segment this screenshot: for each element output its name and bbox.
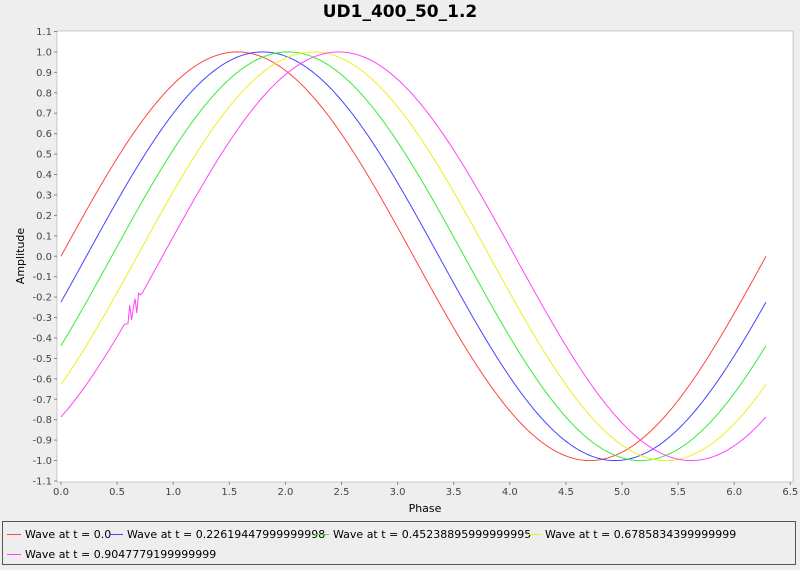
legend-swatch [7, 533, 21, 535]
y-tick-label: -0.6 [32, 374, 52, 385]
legend-label: Wave at t = 0.22619447999999998 [127, 527, 326, 541]
x-tick-label: 4.0 [502, 487, 518, 498]
y-tick-label: -0.1 [32, 272, 52, 283]
y-tick-label: 0.6 [36, 129, 52, 140]
y-tick-label: 0.5 [36, 150, 52, 161]
legend-label: Wave at t = 0.45238895999999995 [333, 527, 532, 541]
legend-label: Wave at t = 0.0 [25, 527, 112, 541]
series-line-2 [60, 51, 767, 462]
legend-label: Wave at t = 0.6785834399999999 [545, 527, 737, 541]
series-line-4 [60, 51, 767, 462]
y-tick-label: 0.4 [36, 170, 52, 181]
x-tick-label: 1.5 [221, 487, 237, 498]
x-tick-label: 5.0 [614, 487, 630, 498]
y-tick-label: -0.2 [32, 293, 52, 304]
legend-item: Wave at t = 0.45238895999999995 [315, 525, 531, 543]
series-line-1 [60, 51, 767, 462]
x-tick-label: 6.5 [782, 487, 798, 498]
y-tick-label: -0.3 [32, 313, 52, 324]
legend-item: Wave at t = 0.22619447999999998 [109, 525, 325, 543]
y-tick-label: 0.0 [36, 252, 52, 263]
y-tick-label: 1.0 [36, 47, 52, 58]
x-tick-label: 3.0 [390, 487, 406, 498]
y-tick-label: 0.2 [36, 211, 52, 222]
y-tick-label: -1.0 [32, 456, 52, 467]
y-tick-label: 0.9 [36, 68, 52, 79]
legend-item: Wave at t = 0.0 [7, 525, 111, 543]
y-tick-label: -0.5 [32, 354, 52, 365]
y-tick-label: -1.1 [32, 477, 52, 488]
x-tick-label: 2.5 [334, 487, 350, 498]
y-tick-label: -0.7 [32, 395, 52, 406]
legend-swatch [7, 553, 21, 555]
x-tick-label: 3.5 [446, 487, 462, 498]
y-tick-label: -0.8 [32, 415, 52, 426]
chart-title: UD1_400_50_1.2 [322, 2, 478, 22]
x-tick-label: 5.5 [670, 487, 686, 498]
legend-swatch [527, 533, 541, 535]
axes: 0.0 0.5 1.0 1.5 2.0 2.5 3.0 3.5 4.0 4.5 5.0 5.5 6.0 6… [32, 27, 798, 498]
series-line-3 [60, 51, 767, 462]
y-tick-label: 0.3 [36, 190, 52, 201]
y-tick-label: 0.7 [36, 109, 52, 120]
legend-swatch [109, 533, 123, 535]
x-tick-label: 0.0 [53, 487, 69, 498]
x-tick-label: 0.5 [109, 487, 125, 498]
x-tick-label: 1.0 [165, 487, 181, 498]
y-tick-label: 1.1 [36, 27, 52, 38]
x-axis-label: Phase [409, 502, 442, 515]
x-tick-label: 6.0 [726, 487, 742, 498]
y-tick-label: 0.1 [36, 231, 52, 242]
x-tick-label: 4.5 [558, 487, 574, 498]
y-tick-label: 0.8 [36, 88, 52, 99]
y-axis-label: Amplitude [14, 228, 27, 285]
series-layer [60, 51, 767, 462]
x-tick-label: 2.0 [277, 487, 293, 498]
legend-item: Wave at t = 0.6785834399999999 [527, 525, 736, 543]
plot-area: 0.0 0.5 1.0 1.5 2.0 2.5 3.0 3.5 4.0 4.5 5.0 5.5 6.0 6… [14, 27, 798, 515]
series-line-0 [60, 51, 767, 462]
y-tick-label: -0.4 [32, 333, 52, 344]
legend-item: Wave at t = 0.9047779199999999 [7, 545, 216, 563]
plot-background [56, 30, 794, 483]
legend-label: Wave at t = 0.9047779199999999 [25, 547, 217, 561]
legend-swatch [315, 533, 329, 535]
legend: Wave at t = 0.0 Wave at t = 0.22619447999… [2, 521, 796, 565]
y-tick-label: -0.9 [32, 436, 52, 447]
